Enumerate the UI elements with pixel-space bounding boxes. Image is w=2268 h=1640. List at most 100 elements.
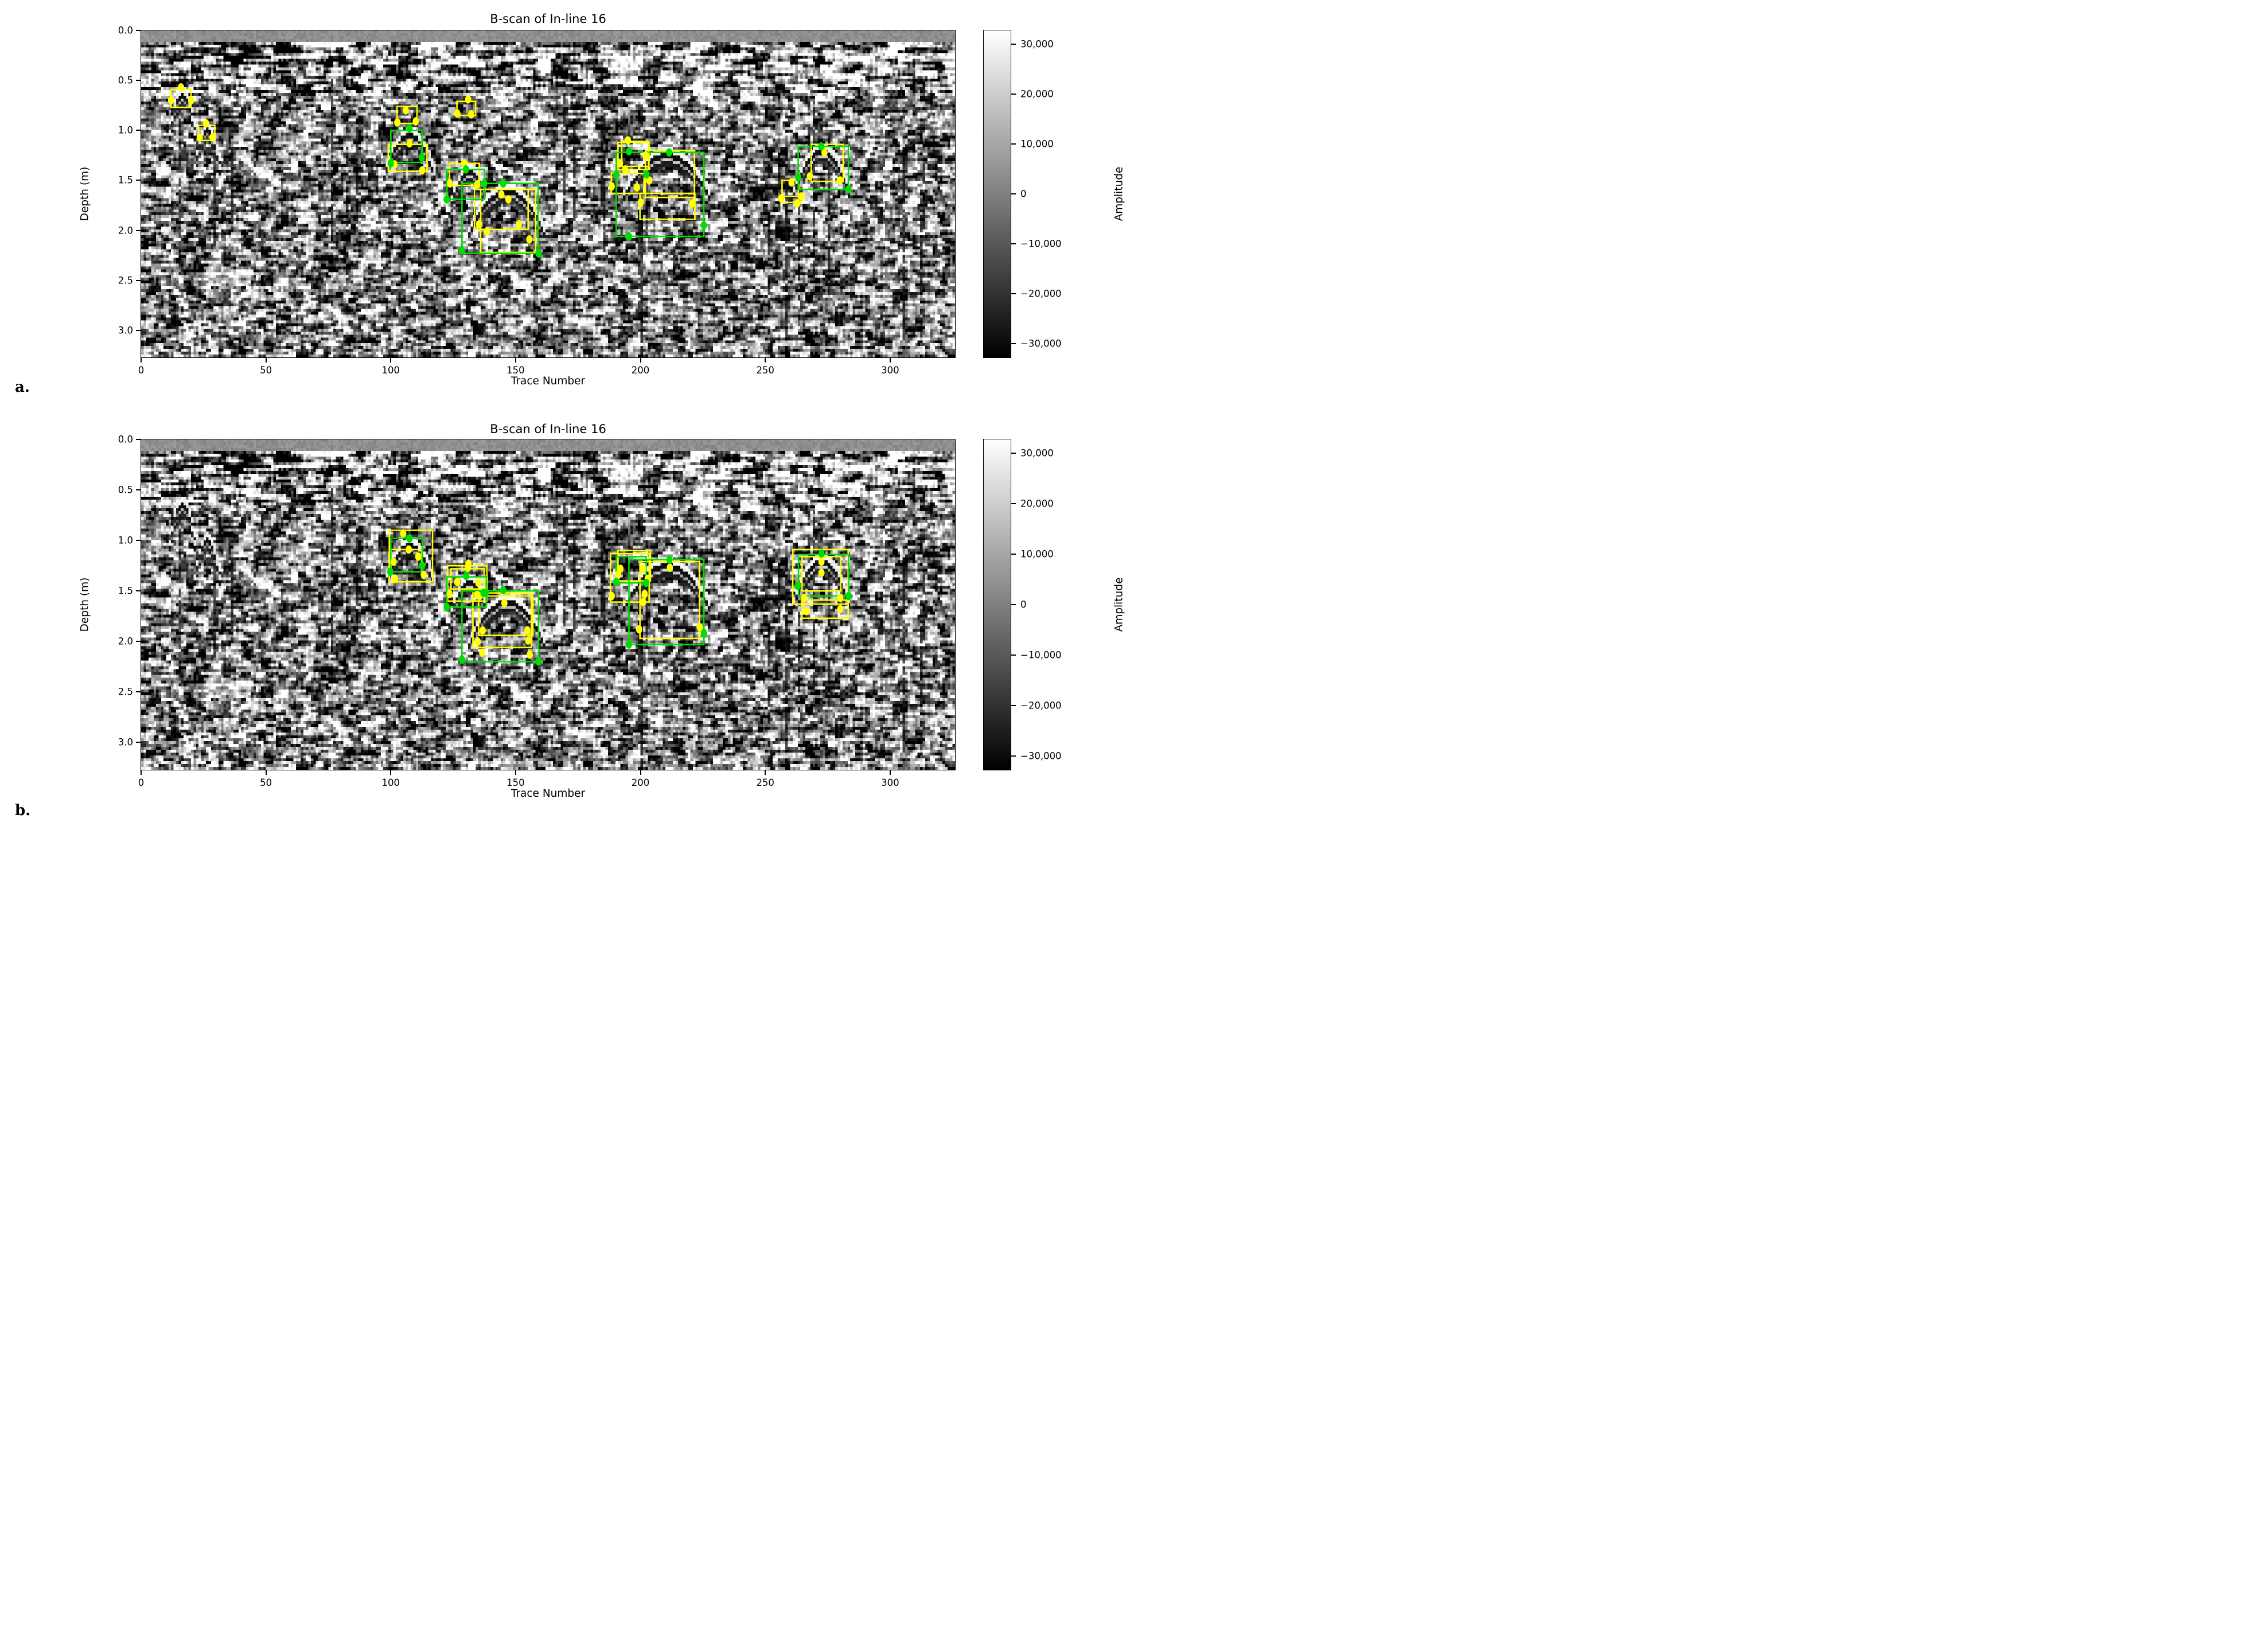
y-tick-mark bbox=[136, 590, 141, 592]
panel-b-detections-overlay bbox=[387, 529, 852, 666]
x-tick-label: 0 bbox=[138, 365, 145, 376]
yellow-keypoint-dot bbox=[406, 139, 413, 148]
y-tick-mark bbox=[136, 742, 141, 743]
green-keypoint-dot bbox=[500, 179, 506, 188]
yellow-detection-box bbox=[388, 529, 434, 583]
yellow-keypoint-dot bbox=[801, 594, 808, 602]
yellow-keypoint-dot bbox=[689, 199, 696, 208]
yellow-keypoint-dot bbox=[178, 83, 184, 92]
green-keypoint-dot bbox=[535, 249, 542, 258]
x-tick-mark bbox=[515, 357, 516, 363]
colorbar-tick-label: 20,000 bbox=[1020, 88, 1054, 100]
yellow-keypoint-dot bbox=[403, 106, 409, 115]
yellow-keypoint-dot bbox=[803, 607, 810, 616]
panel-a-title: B-scan of In-line 16 bbox=[490, 12, 606, 26]
yellow-keypoint-dot bbox=[615, 570, 622, 579]
colorbar-tick-label: −30,000 bbox=[1020, 338, 1062, 349]
green-keypoint-dot bbox=[666, 148, 672, 157]
yellow-keypoint-dot bbox=[412, 117, 419, 126]
colorbar-tick-label: 30,000 bbox=[1020, 38, 1054, 50]
y-tick-label: 3.0 bbox=[118, 325, 133, 336]
yellow-keypoint-dot bbox=[527, 650, 533, 659]
yellow-keypoint-dot bbox=[415, 552, 422, 561]
green-keypoint-dot bbox=[481, 179, 488, 188]
y-tick-mark bbox=[136, 30, 141, 31]
yellow-keypoint-dot bbox=[446, 590, 453, 598]
yellow-keypoint-dot bbox=[625, 136, 632, 145]
colorbar-tick-mark bbox=[1011, 654, 1016, 656]
y-tick-mark bbox=[136, 329, 141, 331]
y-tick-label: 2.0 bbox=[118, 225, 133, 236]
yellow-keypoint-dot bbox=[167, 96, 174, 105]
x-tick-mark bbox=[640, 357, 641, 363]
green-keypoint-dot bbox=[443, 195, 450, 204]
yellow-keypoint-dot bbox=[400, 529, 407, 538]
x-tick-mark bbox=[265, 770, 267, 775]
green-keypoint-dot bbox=[626, 640, 632, 649]
green-keypoint-dot bbox=[626, 232, 632, 241]
x-tick-label: 50 bbox=[260, 777, 272, 788]
yellow-keypoint-dot bbox=[479, 648, 485, 657]
colorbar-tick-label: 10,000 bbox=[1020, 548, 1054, 560]
colorbar-tick-mark bbox=[1011, 143, 1016, 145]
x-tick-label: 200 bbox=[631, 777, 650, 788]
green-keypoint-dot bbox=[626, 147, 632, 156]
y-tick-label: 0.0 bbox=[118, 25, 133, 36]
colorbar-tick-mark bbox=[1011, 94, 1016, 95]
panel-a-detections-overlay bbox=[167, 83, 852, 258]
yellow-keypoint-dot bbox=[637, 198, 644, 207]
panel-b-colorbar-label: Amplitude bbox=[1113, 577, 1125, 632]
panel-a: B-scan of In-line 16 Depth (m) 0.0 0.5 1.0… bbox=[0, 0, 1134, 409]
yellow-keypoint-dot bbox=[642, 151, 649, 160]
yellow-keypoint-dot bbox=[209, 133, 216, 142]
yellow-keypoint-dot bbox=[447, 179, 453, 188]
colorbar-tick-mark bbox=[1011, 44, 1016, 45]
yellow-keypoint-dot bbox=[498, 190, 505, 199]
panel-letter-b: b. bbox=[15, 802, 31, 819]
yellow-keypoint-dot bbox=[188, 96, 194, 105]
green-detection-box bbox=[461, 182, 539, 255]
yellow-keypoint-dot bbox=[480, 626, 486, 635]
panel-b-axes: 0.0 0.5 1.0 1.5 2.0 2.5 3.0 0 50 100 150 200 250 300 3… bbox=[0, 409, 1134, 820]
colorbar-tick-mark bbox=[1011, 554, 1016, 555]
yellow-keypoint-dot bbox=[837, 605, 844, 614]
yellow-detection-box bbox=[617, 141, 650, 170]
green-keypoint-dot bbox=[845, 591, 852, 601]
yellow-keypoint-dot bbox=[794, 199, 801, 208]
yellow-keypoint-dot bbox=[646, 176, 653, 185]
green-keypoint-dot bbox=[818, 142, 825, 151]
y-tick-label: 1.5 bbox=[118, 174, 133, 186]
green-keypoint-dot bbox=[794, 582, 801, 590]
yellow-keypoint-dot bbox=[667, 563, 673, 572]
green-keypoint-dot bbox=[845, 185, 852, 194]
y-tick-mark bbox=[136, 180, 141, 181]
colorbar-tick-label: −30,000 bbox=[1020, 750, 1062, 762]
y-tick-label: 0.5 bbox=[118, 484, 133, 496]
colorbar-tick-mark bbox=[1011, 193, 1016, 194]
yellow-keypoint-dot bbox=[516, 220, 522, 229]
yellow-keypoint-dot bbox=[806, 172, 813, 181]
yellow-keypoint-dot bbox=[821, 148, 828, 157]
colorbar-tick-label: 0 bbox=[1020, 599, 1027, 610]
y-tick-label: 0.5 bbox=[118, 75, 133, 86]
green-keypoint-dot bbox=[818, 549, 825, 558]
x-tick-mark bbox=[640, 770, 641, 775]
x-tick-label: 100 bbox=[381, 365, 400, 376]
yellow-keypoint-dot bbox=[524, 626, 531, 635]
y-tick-mark bbox=[136, 691, 141, 693]
yellow-keypoint-dot bbox=[474, 591, 481, 599]
x-tick-mark bbox=[889, 357, 891, 363]
green-detection-box bbox=[615, 151, 705, 237]
yellow-keypoint-dot bbox=[837, 594, 844, 602]
yellow-keypoint-dot bbox=[474, 637, 481, 646]
x-tick-label: 0 bbox=[138, 777, 145, 788]
colorbar-tick-mark bbox=[1011, 293, 1016, 294]
yellow-keypoint-dot bbox=[818, 568, 825, 577]
green-keypoint-dot bbox=[443, 603, 450, 611]
yellow-keypoint-dot bbox=[484, 227, 490, 236]
green-keypoint-dot bbox=[535, 657, 542, 666]
yellow-keypoint-dot bbox=[468, 110, 474, 119]
yellow-detection-box bbox=[801, 599, 849, 620]
panel-a-bscan-image bbox=[141, 30, 956, 358]
panel-b-title: B-scan of In-line 16 bbox=[490, 422, 606, 436]
